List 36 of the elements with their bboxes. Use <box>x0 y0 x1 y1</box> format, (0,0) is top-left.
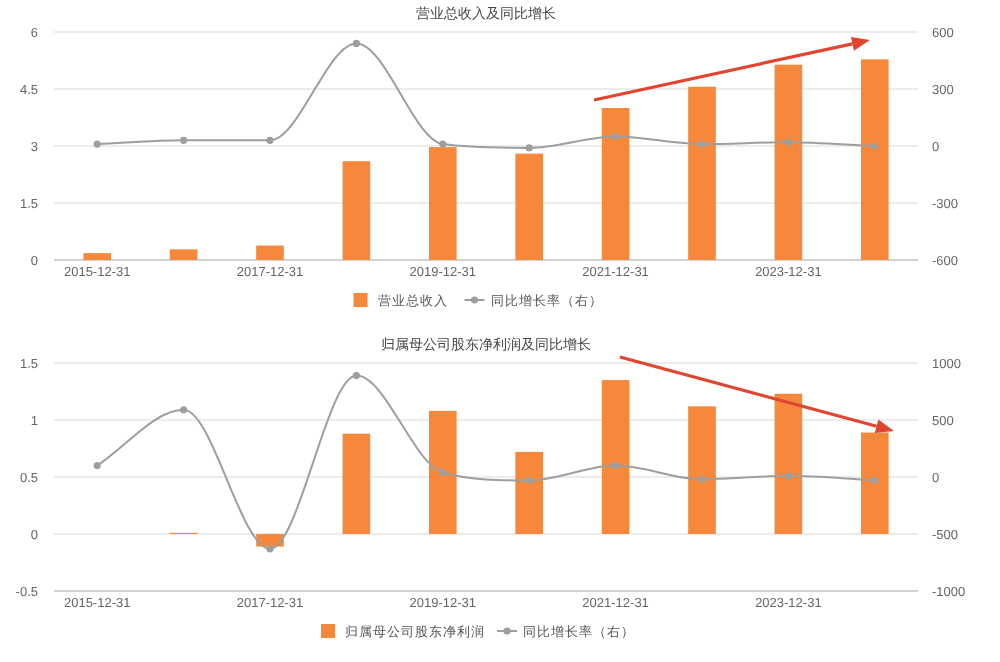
bar <box>256 245 284 260</box>
point <box>698 475 706 483</box>
point <box>871 476 879 485</box>
point <box>266 545 274 553</box>
bar <box>688 406 716 534</box>
point <box>352 39 360 47</box>
point <box>180 136 188 144</box>
point <box>439 468 447 477</box>
bar <box>83 253 112 260</box>
bar <box>169 249 198 260</box>
point <box>784 472 792 480</box>
bar <box>860 59 889 260</box>
point <box>439 140 447 148</box>
point <box>525 144 533 152</box>
bar <box>774 64 803 260</box>
bar <box>601 380 630 534</box>
bar <box>601 108 630 260</box>
point <box>266 136 274 144</box>
bar <box>515 153 544 260</box>
bar <box>428 410 457 534</box>
point <box>698 140 706 148</box>
bar <box>428 147 457 260</box>
bar <box>774 393 803 534</box>
bar <box>688 86 716 260</box>
point <box>525 476 533 485</box>
point <box>352 371 360 380</box>
bar <box>342 161 371 260</box>
bar <box>515 451 544 534</box>
point <box>784 138 792 146</box>
point <box>93 462 101 470</box>
point <box>180 406 188 414</box>
point <box>612 462 620 470</box>
bar <box>342 433 371 534</box>
point <box>612 132 620 141</box>
point <box>871 142 879 150</box>
point <box>93 140 101 148</box>
